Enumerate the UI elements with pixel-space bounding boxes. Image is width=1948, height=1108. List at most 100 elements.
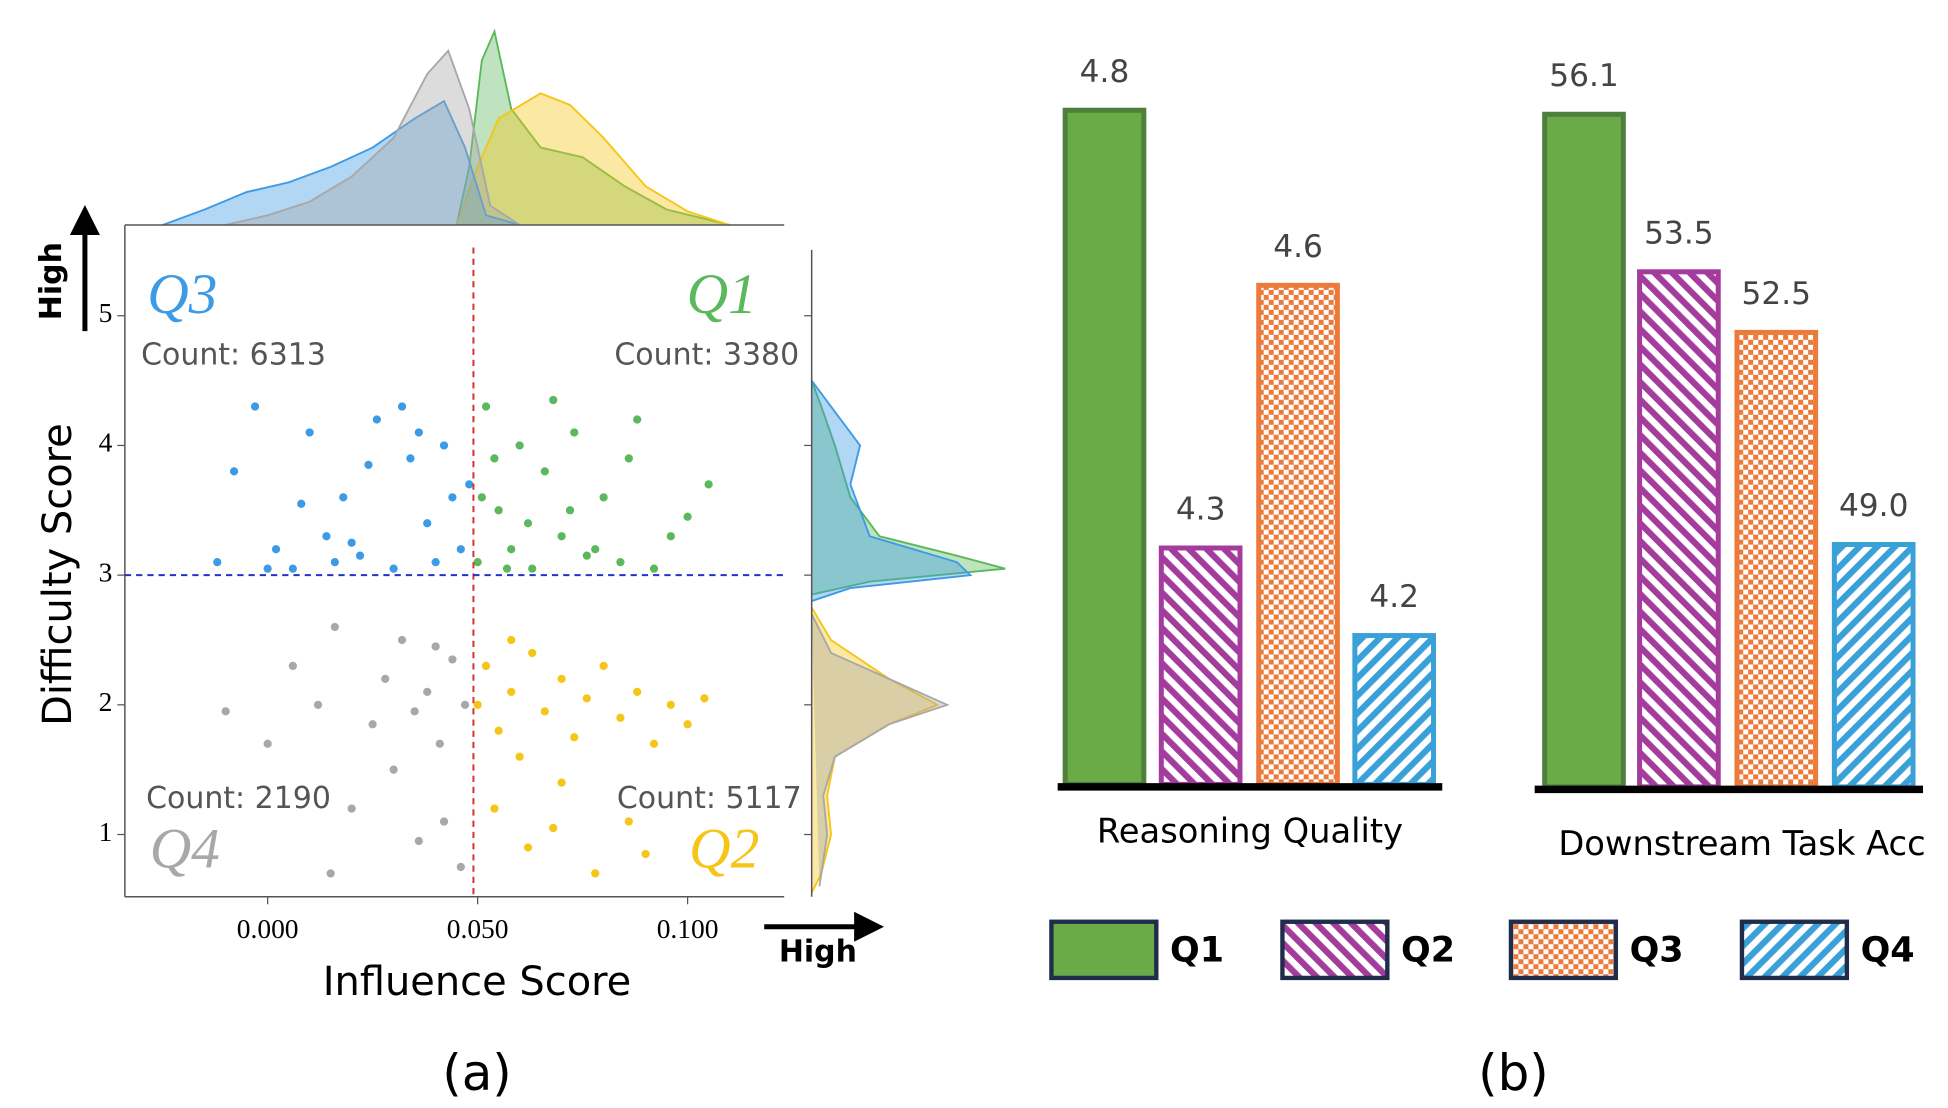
point bbox=[481, 661, 491, 671]
point bbox=[329, 622, 340, 632]
point bbox=[329, 557, 340, 568]
point bbox=[556, 531, 567, 542]
point bbox=[569, 427, 580, 438]
point bbox=[455, 862, 466, 872]
point bbox=[434, 738, 445, 749]
point bbox=[665, 699, 676, 710]
panel-label: Reasoning Quality bbox=[1097, 812, 1403, 851]
point bbox=[355, 550, 365, 561]
point bbox=[413, 836, 424, 846]
point bbox=[338, 492, 349, 503]
point bbox=[325, 868, 336, 879]
point bbox=[598, 661, 609, 671]
point bbox=[682, 719, 693, 730]
point bbox=[632, 414, 643, 425]
point bbox=[296, 498, 307, 509]
point bbox=[413, 427, 424, 438]
quadrant-label: Q3 bbox=[147, 263, 217, 326]
point bbox=[229, 466, 239, 477]
count-label: Count: 3380 bbox=[614, 338, 799, 373]
point bbox=[548, 395, 559, 405]
point bbox=[455, 544, 466, 555]
bar bbox=[1734, 329, 1819, 790]
x-tick-label: 0.050 bbox=[447, 914, 509, 944]
point bbox=[380, 674, 391, 684]
point bbox=[502, 563, 512, 574]
point bbox=[388, 764, 399, 775]
point bbox=[556, 777, 567, 788]
legend-swatch bbox=[1739, 919, 1850, 981]
point bbox=[649, 738, 659, 749]
point bbox=[313, 699, 323, 710]
point bbox=[623, 816, 634, 827]
point bbox=[346, 537, 357, 548]
right-density bbox=[810, 380, 973, 602]
top-density bbox=[455, 92, 730, 226]
point bbox=[590, 868, 601, 879]
point bbox=[220, 706, 231, 717]
point bbox=[523, 518, 533, 529]
point bbox=[262, 563, 273, 574]
point bbox=[472, 699, 483, 710]
top-density bbox=[162, 99, 520, 226]
point bbox=[439, 440, 449, 451]
legend-label: Q1 bbox=[1170, 931, 1224, 971]
right-density bbox=[810, 613, 950, 887]
density-layer bbox=[162, 28, 1006, 894]
point bbox=[514, 751, 525, 762]
y-tick-label: 5 bbox=[99, 298, 113, 328]
value-label: 49.0 bbox=[1839, 488, 1908, 524]
x-tick-label: 0.100 bbox=[657, 914, 719, 944]
value-label: 4.2 bbox=[1369, 579, 1419, 615]
point bbox=[539, 466, 550, 477]
value-label: 52.5 bbox=[1742, 276, 1811, 312]
value-label: 53.5 bbox=[1644, 215, 1713, 251]
right-density bbox=[810, 380, 1006, 596]
point bbox=[623, 453, 634, 464]
point bbox=[506, 635, 517, 645]
point bbox=[447, 492, 458, 503]
point bbox=[447, 654, 458, 665]
count-label: Count: 5117 bbox=[617, 781, 802, 816]
value-label: 56.1 bbox=[1549, 58, 1618, 94]
legend-swatch bbox=[1049, 919, 1159, 981]
point bbox=[430, 641, 441, 652]
point bbox=[388, 563, 399, 574]
point bbox=[649, 563, 659, 574]
x-axis-title: Influence Score bbox=[323, 959, 632, 1005]
point bbox=[632, 686, 643, 697]
point bbox=[405, 453, 416, 464]
point bbox=[539, 706, 550, 717]
bar bbox=[1062, 107, 1147, 787]
y-tick-label: 4 bbox=[99, 428, 113, 458]
point bbox=[569, 732, 580, 743]
point bbox=[527, 648, 538, 658]
legend-swatch bbox=[1508, 919, 1619, 981]
point bbox=[548, 823, 559, 833]
bar bbox=[1352, 633, 1437, 787]
point bbox=[523, 842, 533, 853]
caption-b: (b) bbox=[1478, 1044, 1549, 1102]
point bbox=[514, 440, 525, 451]
quadrant-label: Q1 bbox=[687, 263, 757, 326]
point bbox=[464, 479, 475, 490]
panel-label: Downstream Task Acc bbox=[1558, 824, 1925, 863]
point bbox=[489, 453, 500, 464]
point bbox=[363, 460, 374, 470]
point bbox=[439, 816, 449, 827]
value-label: 4.8 bbox=[1080, 54, 1130, 90]
top-density bbox=[455, 28, 730, 226]
point bbox=[506, 686, 517, 697]
bar bbox=[1158, 545, 1243, 787]
point bbox=[371, 414, 382, 425]
value-label: 4.6 bbox=[1273, 229, 1323, 265]
top-density bbox=[225, 48, 521, 226]
bar bbox=[1256, 282, 1340, 787]
point bbox=[397, 401, 407, 412]
caption-a: (a) bbox=[442, 1044, 512, 1102]
point bbox=[287, 563, 298, 574]
count-label: Count: 2190 bbox=[146, 781, 331, 816]
point bbox=[493, 725, 504, 736]
quadrant-label: Q2 bbox=[689, 818, 759, 881]
point bbox=[489, 803, 500, 814]
